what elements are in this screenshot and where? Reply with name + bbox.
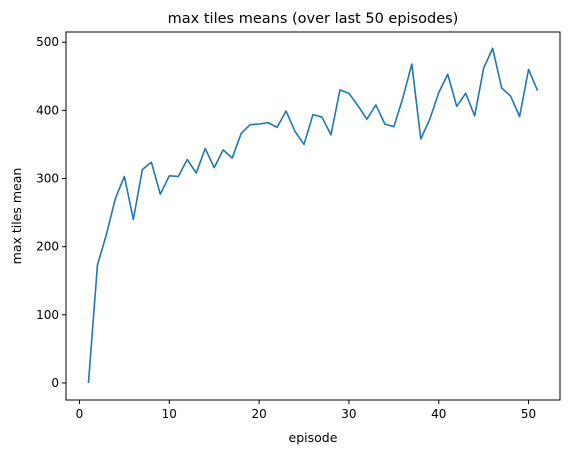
y-tick-label: 300 xyxy=(36,172,59,186)
x-tick-label: 20 xyxy=(251,407,266,421)
x-tick-label: 10 xyxy=(162,407,177,421)
series-line xyxy=(87,47,539,384)
y-axis-ticks: 0 100 200 300 400 500 xyxy=(36,35,66,390)
y-tick-label: 100 xyxy=(36,308,59,322)
x-axis-label: episode xyxy=(289,430,338,445)
x-tick-label: 30 xyxy=(341,407,356,421)
y-tick-label: 0 xyxy=(51,376,59,390)
y-tick-label: 200 xyxy=(36,240,59,254)
x-tick-label: 50 xyxy=(521,407,536,421)
x-tick-label: 0 xyxy=(76,407,84,421)
x-tick-label: 40 xyxy=(431,407,446,421)
y-axis-label: max tiles mean xyxy=(9,168,24,265)
y-tick-label: 500 xyxy=(36,35,59,49)
plot-frame xyxy=(65,31,561,401)
chart-title: max tiles means (over last 50 episodes) xyxy=(168,11,459,27)
y-tick-label: 400 xyxy=(36,103,59,117)
series-group xyxy=(87,47,539,384)
x-axis-ticks: 0 10 20 30 40 50 xyxy=(76,400,536,421)
